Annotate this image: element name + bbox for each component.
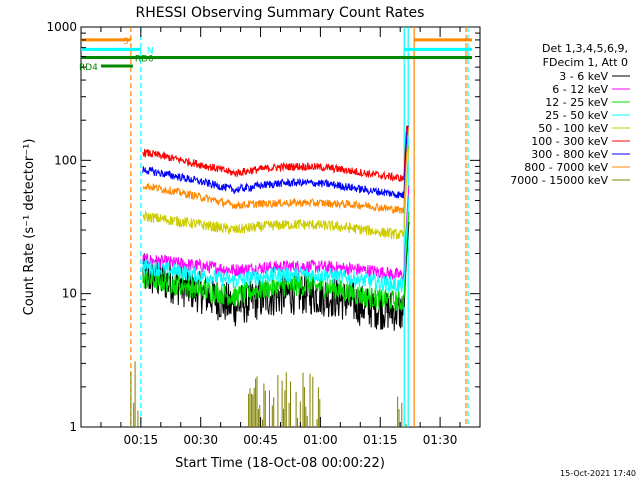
- y-tick-label: 10: [62, 287, 77, 301]
- x-axis-label: Start Time (18-Oct-08 00:00:22): [175, 456, 385, 471]
- y-tick-label: 1000: [46, 20, 77, 34]
- legend-entry-label: 7000 - 15000 keV: [510, 174, 608, 187]
- x-tick-label: 00:15: [124, 433, 159, 447]
- flag-bar-rd4: RD4: [79, 63, 133, 73]
- x-tick-label: 01:30: [423, 433, 458, 447]
- legend: Det 1,3,4,5,6,9, FDecim 1, Att 0 3 - 6 k…: [510, 42, 630, 187]
- series-line: [142, 125, 409, 199]
- series-800-7000-kev: [142, 126, 410, 215]
- axes-ticks: 1 10 100 1000 00:15 00:30 00:45 01:00 01:15 01:30: [46, 20, 480, 447]
- series-line: [142, 211, 410, 312]
- series-line: [142, 145, 410, 240]
- legend-entry-label: 300 - 800 keV: [531, 148, 608, 161]
- legend-entry-label: 100 - 300 keV: [531, 135, 608, 148]
- footer-date: 15-Oct-2021 17:40: [560, 469, 636, 478]
- x-tick-label: 01:00: [303, 433, 338, 447]
- flag-bar-n: N: [81, 46, 473, 56]
- series-50-100-kev: [142, 145, 410, 240]
- flag-bar-s: S: [81, 37, 473, 47]
- series-line: [142, 195, 410, 294]
- series-300-800-kev: [142, 125, 409, 199]
- legend-entry-label: 12 - 25 keV: [545, 96, 608, 109]
- flag-bar-label: N: [147, 46, 154, 56]
- legend-entry-label: 6 - 12 keV: [552, 83, 608, 96]
- series-7000-15000-kev: [130, 361, 407, 427]
- x-tick-label: 01:15: [363, 433, 398, 447]
- series-100-300-kev: [142, 125, 409, 182]
- flag-bar-rd0: RD0: [81, 55, 473, 65]
- y-axis-label: Count Rate (s⁻¹ detector⁻¹): [22, 139, 37, 316]
- legend-header-line-1: Det 1,3,4,5,6,9,: [542, 42, 628, 55]
- y-tick-label: 1: [69, 420, 77, 434]
- flag-bar-label: RD4: [79, 63, 98, 73]
- legend-header-line-2: FDecim 1, Att 0: [543, 56, 628, 69]
- series-line: [142, 126, 410, 215]
- legend-entry-label: 25 - 50 keV: [545, 109, 608, 122]
- x-tick-label: 00:30: [183, 433, 218, 447]
- series-12-25-kev: [142, 211, 410, 312]
- legend-entry-label: 800 - 7000 keV: [524, 161, 608, 174]
- chart-title: RHESSI Observing Summary Count Rates: [136, 5, 425, 21]
- flag-bar-label: RD0: [135, 55, 154, 65]
- flag-bar-label: S: [123, 37, 129, 47]
- series-line: [142, 125, 409, 182]
- series-25-50-kev: [142, 195, 410, 294]
- x-tick-label: 00:45: [243, 433, 278, 447]
- legend-entry-label: 3 - 6 keV: [559, 70, 608, 83]
- legend-entry-label: 50 - 100 keV: [538, 122, 608, 135]
- y-tick-label: 100: [54, 153, 77, 167]
- series-line: [130, 361, 407, 427]
